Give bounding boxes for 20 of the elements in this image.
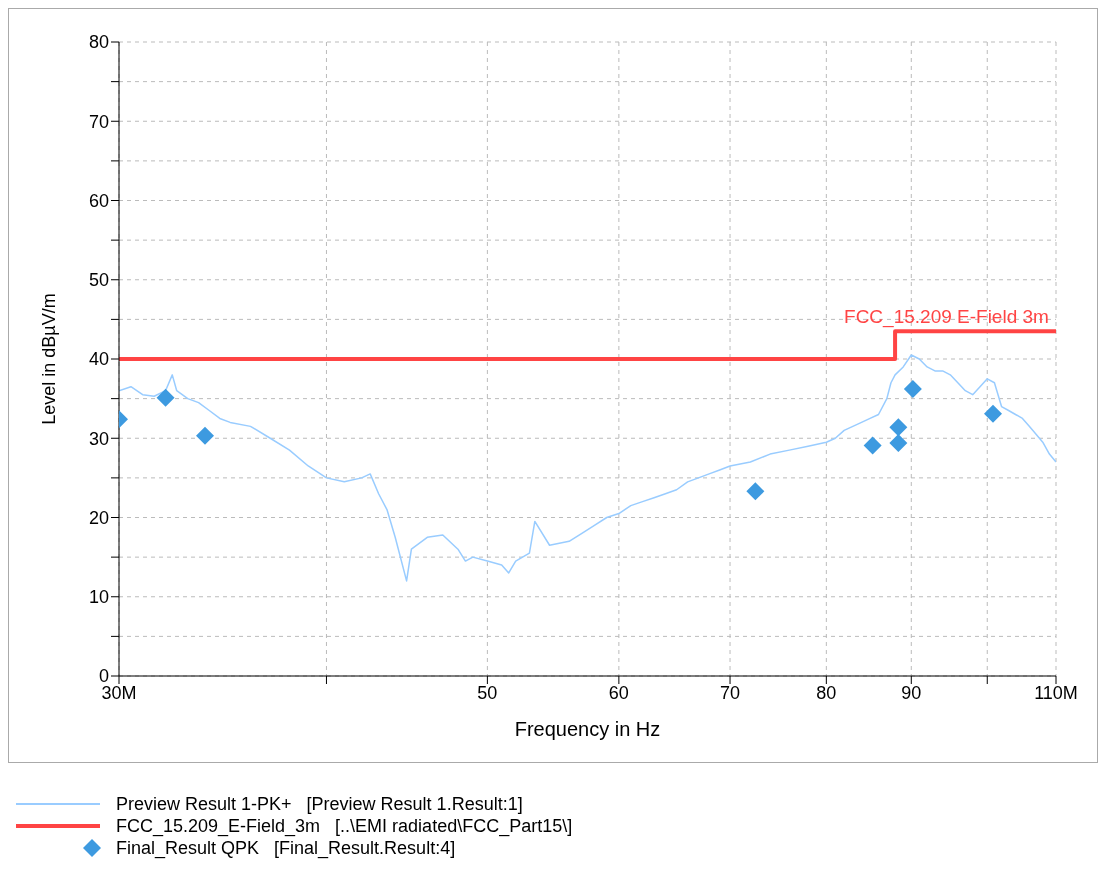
x-tick-label: 70: [720, 682, 741, 703]
legend-label: Final_Result QPK [Final_Result.Result:4]: [116, 837, 456, 859]
y-tick-label: 60: [88, 190, 109, 211]
legend-label: Preview Result 1-PK+ [Preview Result 1.Result:1]: [116, 793, 523, 815]
x-tick-label: 50: [477, 682, 498, 703]
y-tick-label: 50: [88, 270, 109, 291]
legend-label: FCC_15.209_E-Field_3m [..\EMI radiated\FCC_Part15\]: [116, 815, 573, 837]
annotation: FCC_15.209 E-Field 3m: [844, 306, 1049, 329]
x-axis-title: Frequency in Hz: [514, 718, 661, 740]
y-tick-label: 20: [88, 507, 109, 528]
x-tick-label: 90: [901, 682, 922, 703]
y-tick-label: 30: [88, 428, 109, 449]
x-tick-label: 60: [608, 682, 629, 703]
y-axis-title: Level in dBµV/m: [39, 293, 60, 425]
y-tick-label: 70: [88, 111, 109, 132]
x-tick-label: 110M: [1034, 682, 1078, 703]
y-tick-label: 40: [88, 349, 109, 370]
x-tick-label: 80: [816, 682, 837, 703]
y-tick-label: 10: [88, 587, 109, 608]
y-tick-label: 80: [88, 32, 109, 53]
